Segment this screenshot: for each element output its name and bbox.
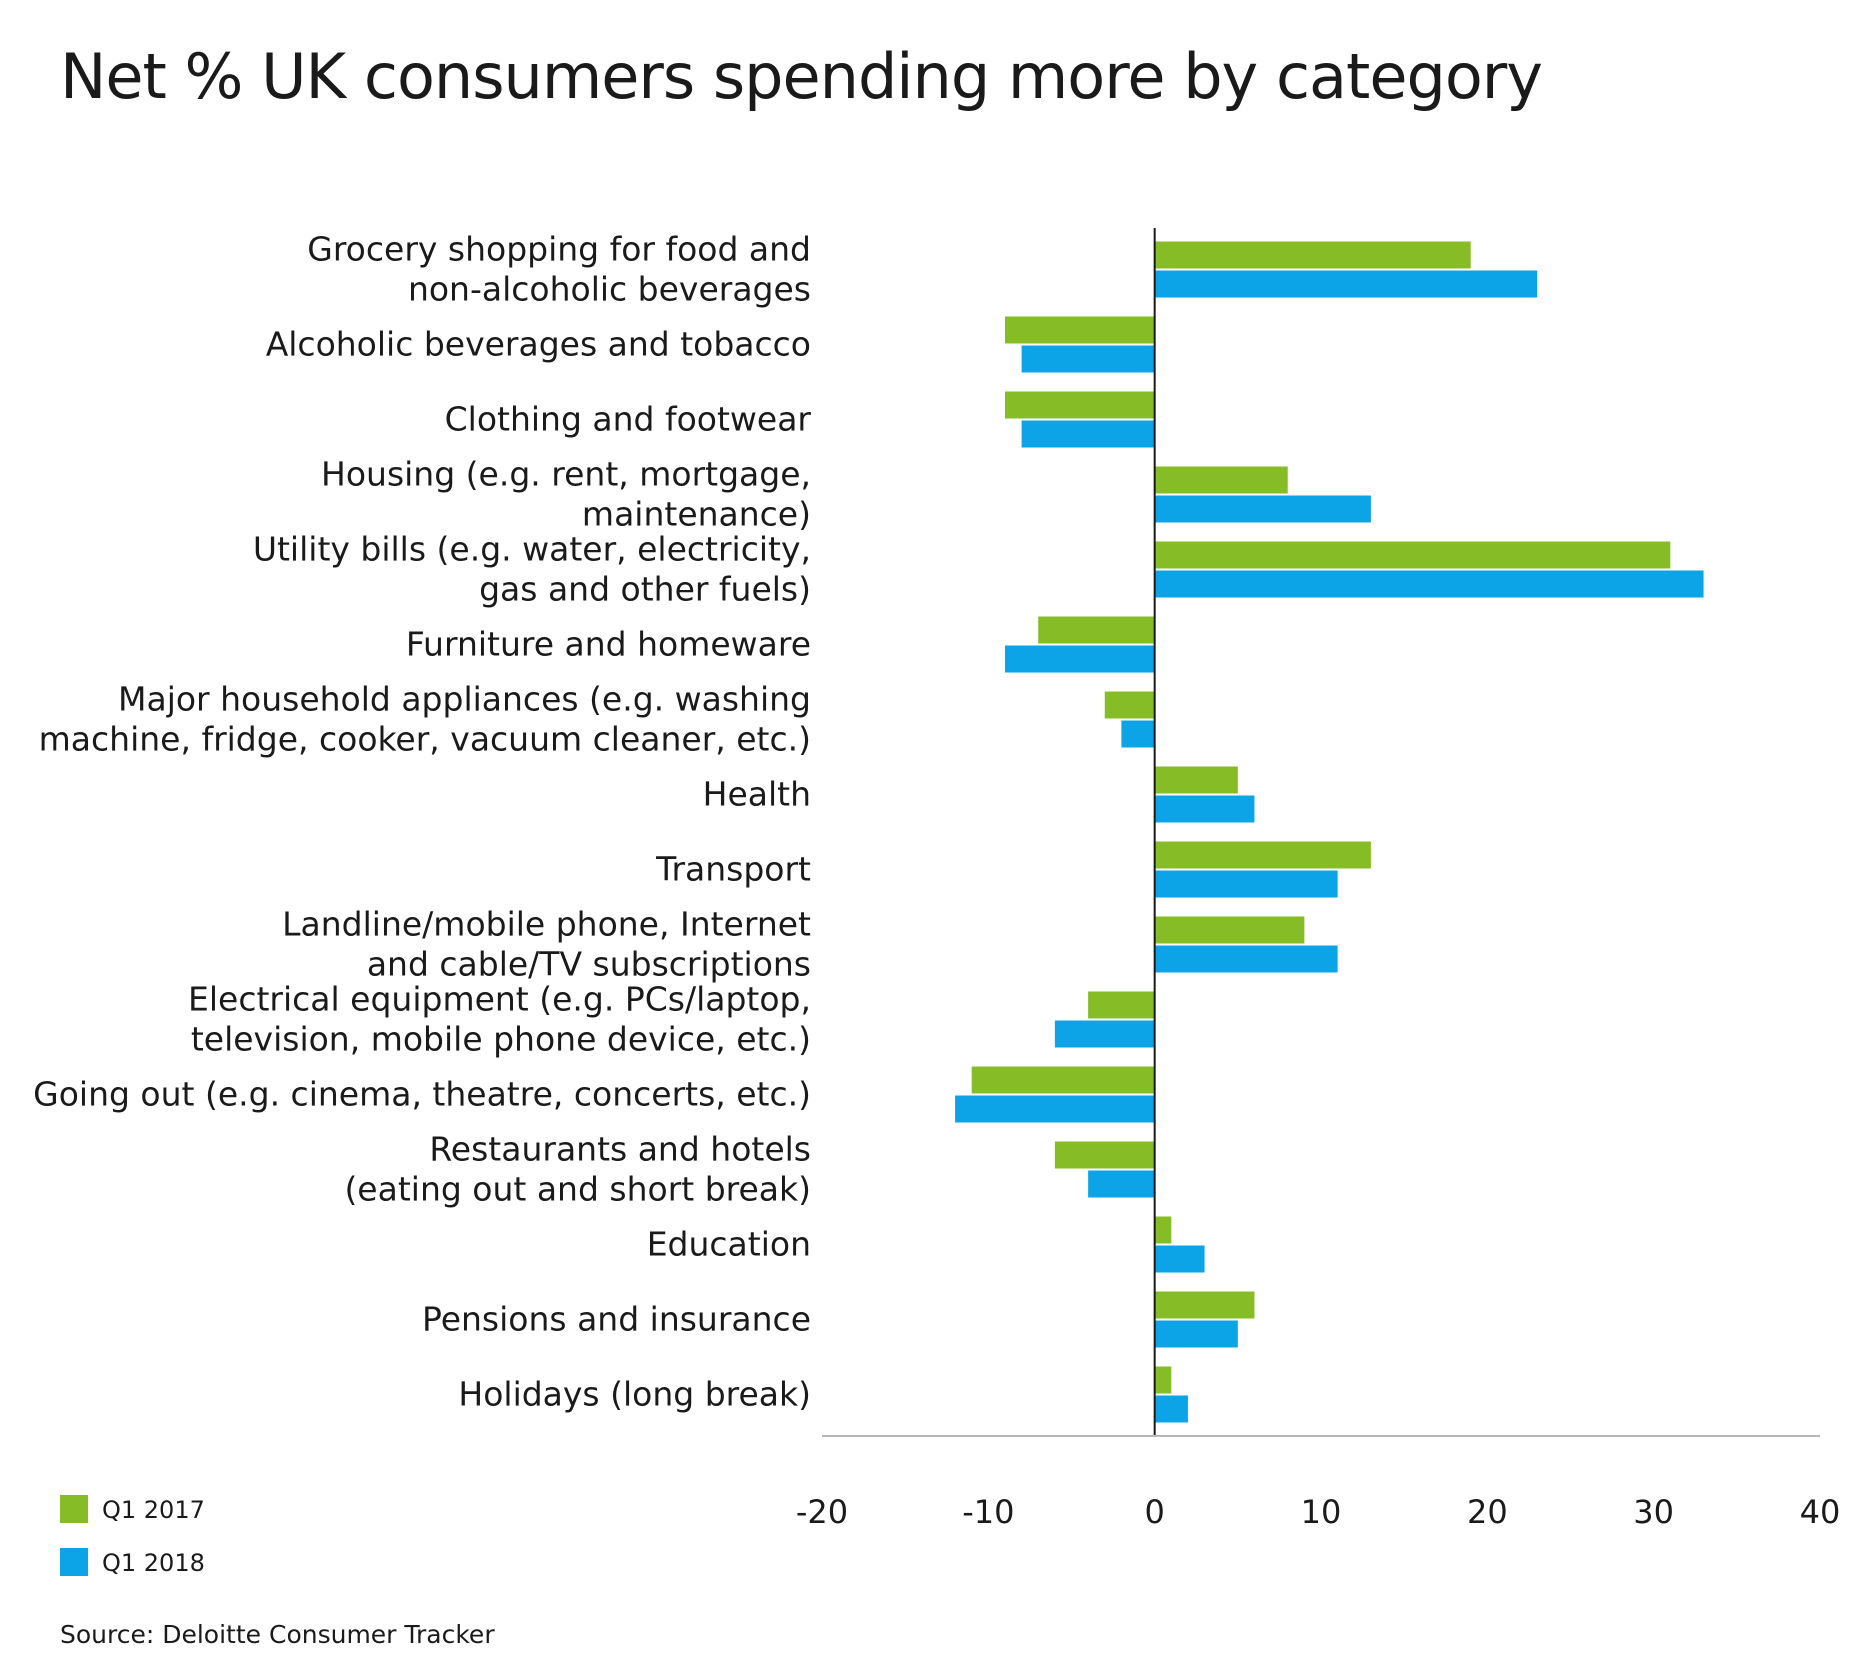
bar-q1-2018-1: [1021, 345, 1155, 373]
legend-swatch-q1-2018: [60, 1548, 88, 1576]
x-tick-label: 40: [1800, 1493, 1841, 1531]
bar-q1-2018-8: [1154, 870, 1338, 898]
category-label: Utility bills (e.g. water, electricity, g…: [253, 530, 811, 609]
category-label: Clothing and footwear: [445, 400, 812, 439]
bar-q1-2017-1: [1004, 316, 1155, 344]
x-tick-label: -20: [796, 1493, 848, 1531]
category-label: Major household appliances (e.g. washing…: [39, 680, 811, 759]
category-label: Electrical equipment (e.g. PCs/laptop, te…: [188, 980, 811, 1059]
category-label: Furniture and homeware: [406, 625, 811, 664]
bar-q1-2017-0: [1154, 241, 1471, 269]
bar-q1-2018-15: [1154, 1395, 1188, 1423]
category-label: Pensions and insurance: [422, 1300, 811, 1339]
bar-q1-2017-2: [1004, 391, 1155, 419]
x-tick-label: 30: [1633, 1493, 1674, 1531]
bar-q1-2017-8: [1154, 841, 1371, 869]
chart-title: Net % UK consumers spending more by cate…: [60, 40, 1543, 113]
category-labels: Grocery shopping for food and non-alcohol…: [33, 230, 811, 1414]
bar-q1-2017-10: [1088, 991, 1155, 1019]
category-label: Education: [647, 1225, 811, 1264]
bar-q1-2017-6: [1104, 691, 1155, 719]
bar-q1-2018-13: [1154, 1245, 1205, 1273]
category-label: Alcoholic beverages and tobacco: [266, 325, 811, 364]
bar-q1-2018-9: [1154, 945, 1338, 973]
bar-q1-2018-11: [955, 1095, 1155, 1123]
category-label: Transport: [655, 850, 811, 889]
bar-q1-2017-5: [1038, 616, 1155, 644]
x-tick-label: 0: [1144, 1493, 1164, 1531]
bar-q1-2018-12: [1088, 1170, 1155, 1198]
bar-q1-2017-11: [971, 1066, 1155, 1094]
bar-q1-2018-0: [1154, 270, 1538, 298]
bar-q1-2017-3: [1154, 466, 1288, 494]
category-label: Restaurants and hotels (eating out and sh…: [344, 1130, 811, 1209]
bar-q1-2018-4: [1154, 570, 1704, 598]
bar-q1-2018-10: [1054, 1020, 1155, 1048]
bar-q1-2018-14: [1154, 1320, 1238, 1348]
bars-layer: [955, 241, 1704, 1423]
category-label: Landline/mobile phone, Internet and cable…: [282, 905, 811, 984]
bar-q1-2017-15: [1154, 1366, 1172, 1394]
category-label: Going out (e.g. cinema, theatre, concert…: [33, 1075, 811, 1114]
x-tick-label: 20: [1467, 1493, 1508, 1531]
bar-q1-2017-9: [1154, 916, 1305, 944]
bar-q1-2017-4: [1154, 541, 1671, 569]
legend-label-q1-2017: Q1 2017: [102, 1496, 205, 1524]
bar-q1-2018-2: [1021, 420, 1155, 448]
legend-swatch-q1-2017: [60, 1495, 88, 1523]
legend-label-q1-2018: Q1 2018: [102, 1549, 205, 1577]
bar-q1-2018-5: [1004, 645, 1155, 673]
x-axis: -20 -10 0 10 20 30 40: [796, 228, 1840, 1531]
source-note: Source: Deloitte Consumer Tracker: [60, 1620, 495, 1649]
x-tick-label: -10: [962, 1493, 1014, 1531]
bar-q1-2017-14: [1154, 1291, 1255, 1319]
x-tick-label: 10: [1301, 1493, 1342, 1531]
bar-q1-2017-12: [1054, 1141, 1155, 1169]
category-label: Grocery shopping for food and non-alcohol…: [307, 230, 811, 309]
bar-q1-2018-3: [1154, 495, 1371, 523]
bar-q1-2018-7: [1154, 795, 1255, 823]
legend: Q1 2017 Q1 2018: [60, 1495, 205, 1577]
category-label: Holidays (long break): [458, 1375, 811, 1414]
category-label: Housing (e.g. rent, mortgage, maintenance…: [321, 455, 811, 534]
category-label: Health: [703, 775, 811, 814]
bar-q1-2017-7: [1154, 766, 1238, 794]
bar-q1-2018-6: [1121, 720, 1155, 748]
bar-q1-2017-13: [1154, 1216, 1172, 1244]
